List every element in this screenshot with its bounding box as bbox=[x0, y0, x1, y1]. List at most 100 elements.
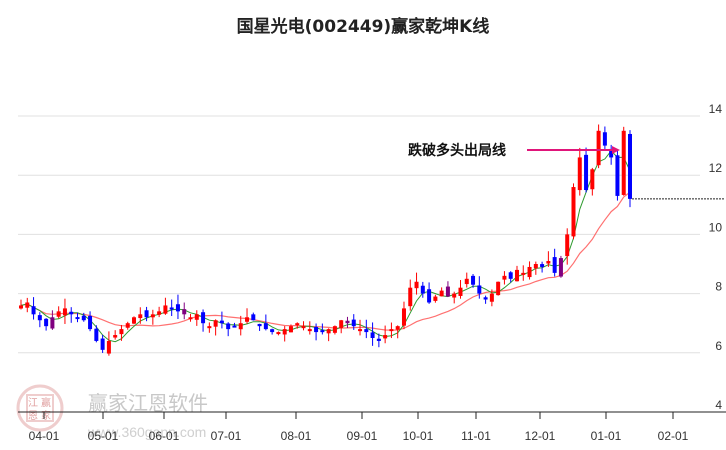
candle-body bbox=[56, 311, 61, 317]
chart-title: 国星光电(002449)赢家乾坤K线 bbox=[236, 17, 490, 37]
moving-average-lines bbox=[20, 150, 631, 343]
candle-body bbox=[245, 317, 250, 322]
candle-body bbox=[458, 287, 463, 296]
candle-body bbox=[276, 332, 281, 335]
candle-body bbox=[420, 285, 425, 294]
candle-body bbox=[527, 266, 532, 278]
candle-body bbox=[427, 289, 432, 303]
candle-body bbox=[75, 317, 80, 320]
candle-body bbox=[314, 326, 319, 333]
candle-body bbox=[364, 329, 369, 333]
x-tick-label: 09-01 bbox=[347, 429, 378, 443]
candle-body bbox=[609, 148, 614, 158]
x-tick-label: 01-01 bbox=[591, 429, 622, 443]
candle-body bbox=[232, 325, 237, 328]
candle-body bbox=[19, 305, 23, 309]
candle-body bbox=[207, 326, 212, 329]
annotations: 跌破多头出局线 bbox=[408, 142, 724, 200]
candle-body bbox=[119, 329, 124, 335]
candle-body bbox=[615, 155, 620, 196]
candle-body bbox=[307, 329, 312, 332]
candle-body bbox=[602, 132, 607, 146]
candle-body bbox=[483, 297, 488, 300]
x-tick-label: 06-01 bbox=[149, 429, 180, 443]
watermark-brand: 赢家江恩软件 bbox=[88, 391, 208, 415]
candle-body bbox=[94, 328, 99, 341]
y-tick-label: 4 bbox=[715, 398, 722, 412]
x-tick-label: 10-01 bbox=[403, 429, 434, 443]
candle-body bbox=[351, 319, 356, 327]
candle-body bbox=[113, 335, 118, 338]
candle-body bbox=[376, 338, 381, 341]
candle-body bbox=[88, 315, 93, 330]
candle-body bbox=[263, 323, 268, 330]
candle-body bbox=[433, 296, 438, 301]
candle-body bbox=[540, 264, 545, 267]
candle-body bbox=[251, 314, 256, 321]
candle-body bbox=[157, 311, 162, 315]
candle-body bbox=[100, 338, 105, 350]
y-tick-label: 10 bbox=[709, 220, 723, 234]
y-tick-label: 14 bbox=[709, 102, 723, 116]
candle-body bbox=[163, 305, 168, 314]
x-tick-label: 07-01 bbox=[211, 429, 242, 443]
candle-body bbox=[565, 234, 570, 257]
candle-body bbox=[452, 293, 457, 298]
x-tick-label: 04-01 bbox=[29, 429, 60, 443]
candle-body bbox=[219, 320, 224, 324]
candle-body bbox=[496, 281, 501, 296]
x-tick-label: 02-01 bbox=[658, 429, 689, 443]
arrow-head-icon bbox=[612, 146, 620, 155]
candle-body bbox=[395, 326, 400, 330]
candle-body bbox=[175, 304, 180, 312]
candle-body bbox=[288, 326, 293, 333]
candle-body bbox=[514, 269, 519, 282]
watermark-seal-char: 家 bbox=[41, 409, 51, 422]
candle-body bbox=[621, 130, 626, 195]
candle-body bbox=[358, 329, 363, 332]
watermark-seal-char: 江 bbox=[28, 397, 38, 409]
candle-body bbox=[571, 187, 576, 237]
candle-body bbox=[489, 293, 494, 302]
x-tick-label: 11-01 bbox=[461, 429, 491, 443]
candle-body bbox=[332, 326, 337, 333]
candle-body bbox=[144, 310, 149, 318]
y-tick-label: 8 bbox=[715, 280, 722, 294]
watermark-seal-char: 赢 bbox=[41, 396, 51, 409]
watermark-url: www.360gann.com bbox=[87, 424, 206, 440]
candle-body bbox=[213, 320, 218, 327]
candle-body bbox=[226, 323, 231, 330]
candle-body bbox=[596, 130, 601, 166]
candle-body bbox=[628, 133, 632, 199]
candle-body bbox=[301, 326, 306, 329]
candle-body bbox=[508, 272, 513, 279]
watermark: 江 赢 恩 家 赢家江恩软件 www.360gann.com bbox=[16, 384, 208, 440]
candle-body bbox=[339, 320, 344, 328]
candle-body bbox=[150, 314, 155, 318]
candle-body bbox=[590, 169, 595, 190]
candle-body bbox=[558, 258, 563, 277]
watermark-seal-char: 恩 bbox=[28, 410, 38, 422]
candle-body bbox=[282, 329, 287, 335]
y-tick-label: 6 bbox=[715, 339, 722, 353]
candle-body bbox=[257, 323, 262, 327]
x-tick-label: 08-01 bbox=[281, 429, 312, 443]
candle-body bbox=[201, 312, 206, 324]
candle-body bbox=[401, 308, 406, 326]
candle-body bbox=[546, 261, 551, 264]
ma-long-line bbox=[20, 191, 631, 331]
x-tick-label: 12-01 bbox=[525, 429, 556, 443]
candle-body bbox=[188, 317, 193, 320]
candle-body bbox=[125, 323, 130, 328]
candle-body bbox=[464, 278, 469, 285]
candle-body bbox=[471, 275, 476, 285]
candle-body bbox=[81, 315, 86, 321]
candle-body bbox=[521, 272, 526, 275]
candle-body bbox=[69, 311, 74, 315]
candle-body bbox=[326, 329, 331, 334]
candle-body bbox=[577, 157, 582, 191]
candle-body bbox=[389, 329, 394, 332]
candle-body bbox=[345, 320, 350, 324]
candle-body bbox=[295, 323, 300, 326]
